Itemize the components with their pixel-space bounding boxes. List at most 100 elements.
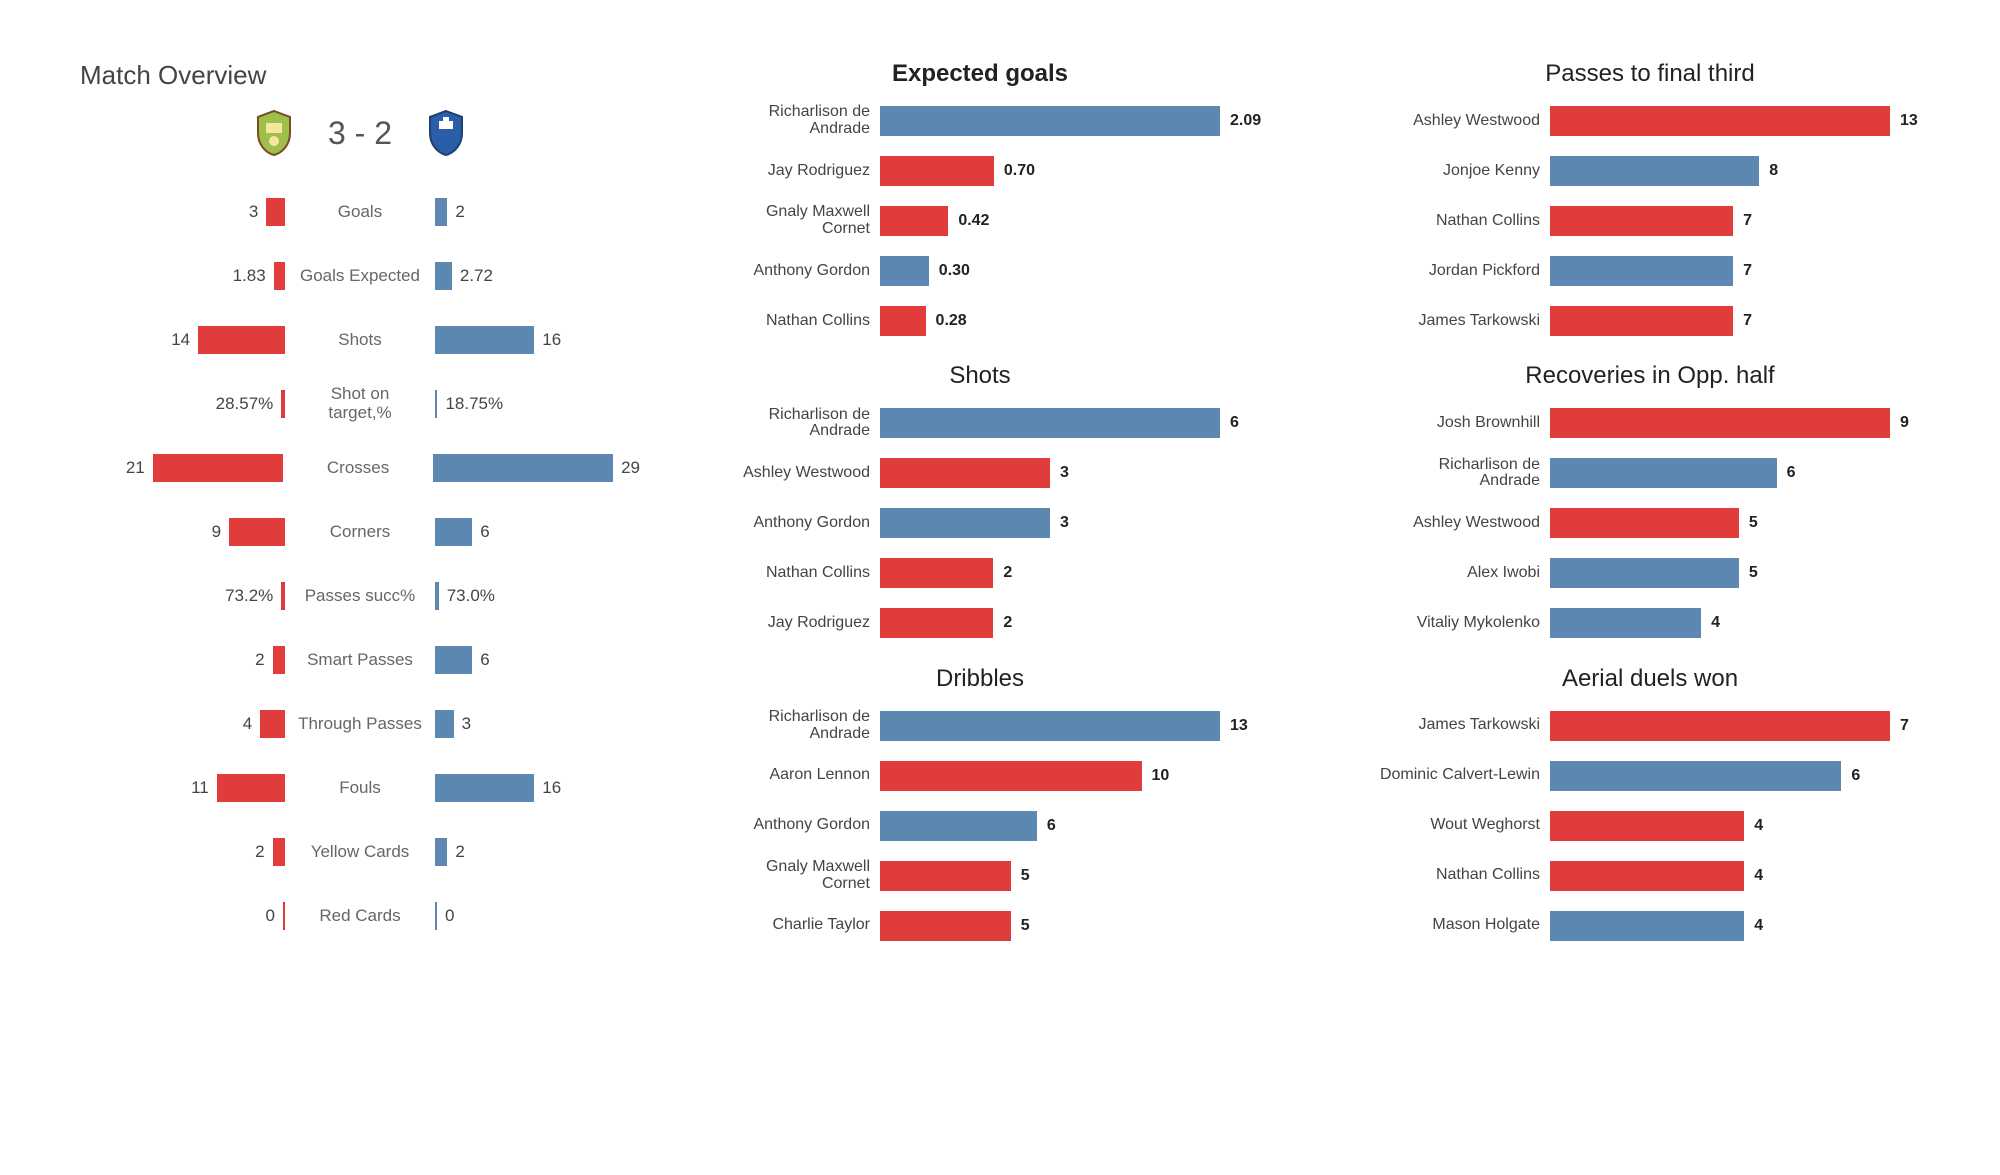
overview-left-bar (274, 262, 285, 290)
mini-bar-wrap: 0.42 (880, 206, 1280, 236)
overview-label: Through Passes (285, 715, 435, 734)
overview-right-value: 0 (445, 906, 454, 926)
mini-bar-value: 5 (1021, 917, 1030, 935)
player-name: Charlie Taylor (680, 917, 870, 934)
mini-chart-title: Expected goals (680, 60, 1280, 88)
player-name: Nathan Collins (680, 313, 870, 330)
mini-chart-row: Anthony Gordon3 (680, 504, 1280, 542)
mini-bar-wrap: 7 (1550, 256, 1950, 286)
mini-chart-row: Nathan Collins 2 (680, 554, 1280, 592)
mini-charts-grid: Expected goals Richarlison deAndrade 2.09 J… (680, 60, 1950, 947)
mini-chart-row: Jay Rodriguez2 (680, 604, 1280, 642)
overview-left-bar (266, 198, 285, 226)
mini-bar-wrap: 13 (1550, 106, 1950, 136)
overview-right-cell: 6 (435, 646, 640, 674)
overview-left-cell: 73.2% (80, 582, 285, 610)
mini-bar-wrap: 0.30 (880, 256, 1280, 286)
overview-left-bar (260, 710, 285, 738)
mini-chart-rows: Richarlison deAndrade 13 Aaron Lennon10 Ant… (680, 707, 1280, 945)
mini-chart-row: Ashley Westwood3 (680, 454, 1280, 492)
player-name: Jordan Pickford (1350, 263, 1540, 280)
mini-chart-row: Charlie Taylor 5 (680, 907, 1280, 945)
overview-label: Yellow Cards (285, 843, 435, 862)
mini-bar-value: 13 (1900, 112, 1918, 130)
mini-bar (880, 608, 993, 638)
team-b-crest-icon (422, 109, 470, 157)
mini-bar-value: 0.30 (939, 262, 970, 280)
mini-bar (880, 256, 929, 286)
mini-bar-value: 0.28 (936, 312, 967, 330)
mini-chart-row: Jay Rodriguez0.70 (680, 152, 1280, 190)
overview-right-value: 2 (455, 842, 464, 862)
overview-right-bar (435, 838, 447, 866)
mini-bar-wrap: 13 (880, 711, 1280, 741)
mini-bar-wrap: 7 (1550, 206, 1950, 236)
mini-bar-value: 2 (1003, 614, 1012, 632)
overview-label: Corners (285, 523, 435, 542)
overview-left-value: 73.2% (225, 586, 273, 606)
overview-right-cell: 2 (435, 198, 640, 226)
mini-bar (880, 761, 1142, 791)
overview-right-cell: 73.0% (435, 582, 640, 610)
mini-chart: ShotsRicharlison deAndrade6Ashley Westwo… (680, 362, 1280, 644)
mini-bar (880, 811, 1037, 841)
mini-bar (1550, 458, 1777, 488)
overview-left-value: 0 (266, 906, 275, 926)
player-name: Richarlison deAndrade (1350, 457, 1540, 491)
mini-bar (1550, 911, 1744, 941)
overview-right-bar (435, 518, 472, 546)
player-name: Gnaly MaxwellCornet (680, 859, 870, 893)
mini-bar-value: 7 (1743, 262, 1752, 280)
mini-bar-value: 0.42 (958, 212, 989, 230)
mini-bar (880, 106, 1220, 136)
overview-right-bar (435, 582, 439, 610)
mini-bar (1550, 408, 1890, 438)
mini-chart-row: James Tarkowski7 (1350, 707, 1950, 745)
mini-bar-value: 5 (1749, 514, 1758, 532)
mini-chart-row: Anthony Gordon0.30 (680, 252, 1280, 290)
mini-chart: Recoveries in Opp. halfJosh Brownhill9Ri… (1350, 362, 1950, 644)
player-name: Nathan Collins (1350, 867, 1540, 884)
mini-bar-value: 2 (1003, 564, 1012, 582)
player-name: Richarlison deAndrade (680, 709, 870, 743)
mini-bar (880, 558, 993, 588)
overview-left-value: 28.57% (216, 394, 274, 414)
mini-bar-value: 4 (1754, 917, 1763, 935)
player-name: Richarlison deAndrade (680, 407, 870, 441)
overview-left-cell: 2 (80, 646, 285, 674)
player-name: Nathan Collins (680, 565, 870, 582)
mini-bar-wrap: 7 (1550, 711, 1950, 741)
overview-row: 2Smart Passes6 (80, 629, 640, 691)
overview-right-value: 2 (455, 202, 464, 222)
overview-left-value: 11 (191, 778, 209, 798)
mini-chart-title: Dribbles (680, 665, 1280, 693)
mini-bar-wrap: 2 (880, 558, 1280, 588)
overview-label: Red Cards (285, 907, 435, 926)
team-a-crest-icon (250, 109, 298, 157)
player-name: Aaron Lennon (680, 767, 870, 784)
overview-left-cell: 14 (80, 326, 285, 354)
player-name: Josh Brownhill (1350, 415, 1540, 432)
mini-chart-row: Gnaly MaxwellCornet0.42 (680, 202, 1280, 240)
mini-bar-wrap: 4 (1550, 861, 1950, 891)
mini-bar-value: 6 (1787, 464, 1796, 482)
mini-chart-title: Aerial duels won (1350, 665, 1950, 693)
mini-bar-value: 2.09 (1230, 112, 1261, 130)
mini-chart-row: Ashley Westwood13 (1350, 102, 1950, 140)
mini-bar-wrap: 3 (880, 508, 1280, 538)
overview-right-bar (435, 390, 437, 418)
mini-bar (1550, 256, 1733, 286)
mini-bar-value: 9 (1900, 414, 1909, 432)
overview-right-bar (435, 198, 447, 226)
mini-bar-wrap: 3 (880, 458, 1280, 488)
overview-right-cell: 6 (435, 518, 640, 546)
mini-chart-row: Anthony Gordon6 (680, 807, 1280, 845)
player-name: Richarlison deAndrade (680, 104, 870, 138)
mini-chart-row: Josh Brownhill 9 (1350, 404, 1950, 442)
mini-bar (1550, 106, 1890, 136)
overview-left-bar (217, 774, 285, 802)
mini-chart-rows: Richarlison deAndrade 2.09 Jay Rodriguez0.… (680, 102, 1280, 340)
overview-label: Shot ontarget,% (285, 385, 435, 422)
mini-chart-row: Nathan Collins7 (1350, 202, 1950, 240)
mini-chart-row: Aaron Lennon10 (680, 757, 1280, 795)
